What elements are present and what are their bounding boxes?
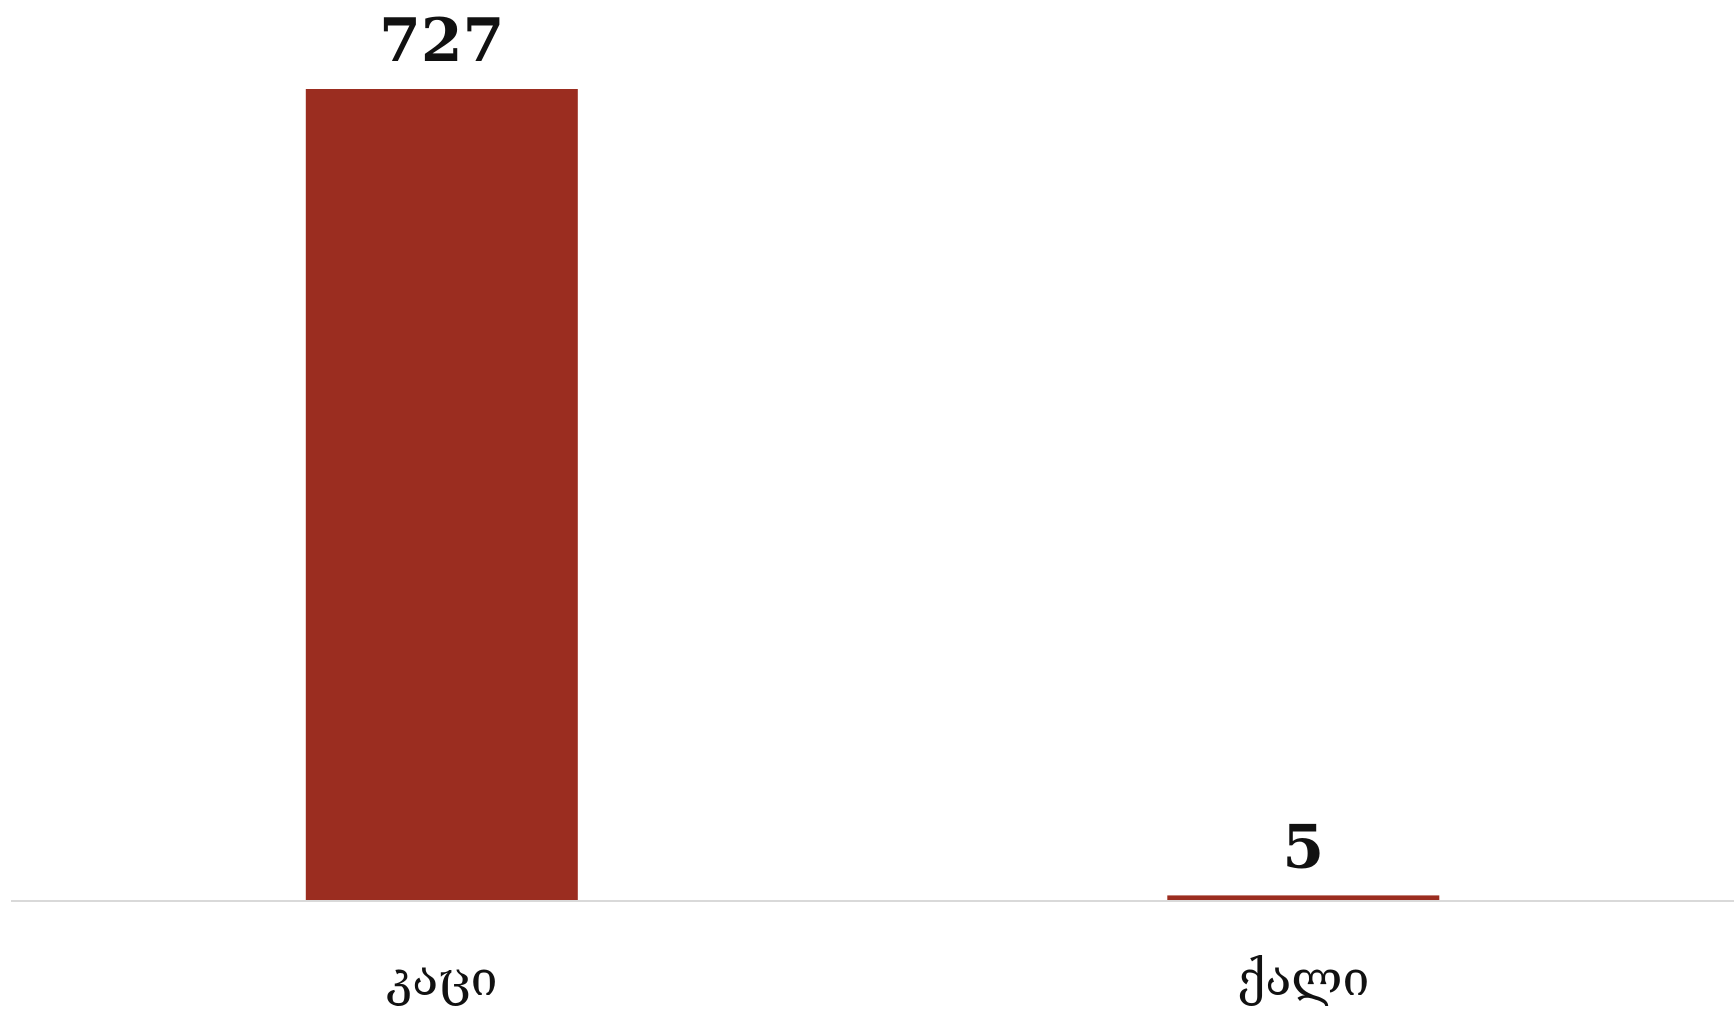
x-tick-label-1: კაცი: [386, 951, 497, 1007]
bars-layer: [305, 89, 1440, 901]
labels-layer: 727 კაცი 5 ქალი: [379, 6, 1369, 1007]
data-label-2: 5: [1282, 812, 1324, 882]
bar-1: [305, 89, 578, 901]
bar-2: [1167, 895, 1440, 901]
data-label-1: 727: [379, 6, 504, 76]
x-tick-label-2: ქალი: [1237, 951, 1369, 1007]
